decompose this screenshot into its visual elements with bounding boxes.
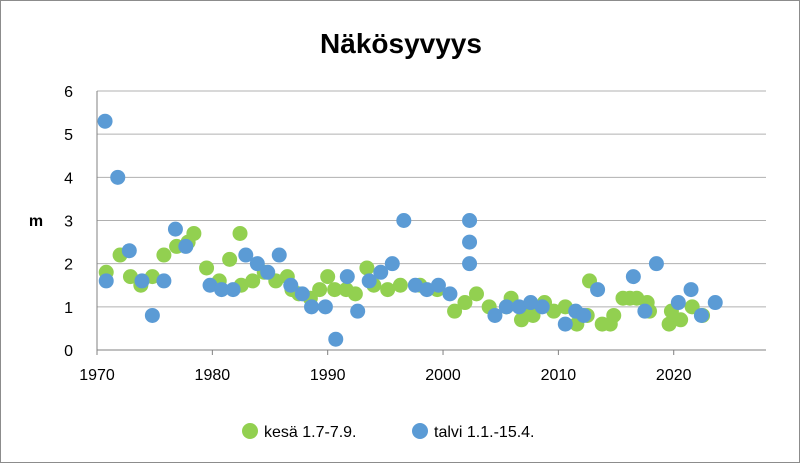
data-point-talvi-41 bbox=[576, 307, 592, 323]
data-point-talvi-48 bbox=[693, 307, 709, 323]
x-tick-label-1980: 1980 bbox=[195, 367, 231, 384]
data-point-kesa-25 bbox=[347, 286, 363, 302]
data-point-talvi-43 bbox=[625, 269, 641, 285]
y-tick-label-0: 0 bbox=[64, 343, 73, 360]
data-point-talvi-44 bbox=[637, 303, 653, 319]
data-point-kesa-11 bbox=[222, 251, 238, 267]
data-point-kesa-21 bbox=[312, 282, 328, 298]
data-point-talvi-28 bbox=[419, 282, 435, 298]
y-tick-label-5: 5 bbox=[64, 127, 73, 144]
data-point-talvi-30 bbox=[442, 286, 458, 302]
data-point-talvi-0 bbox=[97, 113, 113, 129]
legend-label-talvi: talvi 1.1.-15.4. bbox=[434, 424, 535, 441]
data-point-kesa-29 bbox=[392, 277, 408, 293]
data-point-talvi-17 bbox=[294, 286, 310, 302]
data-point-kesa-34 bbox=[468, 286, 484, 302]
data-point-kesa-12 bbox=[232, 225, 248, 241]
gridlines bbox=[97, 90, 766, 308]
data-point-talvi-20 bbox=[328, 331, 344, 347]
y-tick-label-4: 4 bbox=[64, 170, 73, 187]
data-point-talvi-49 bbox=[707, 295, 723, 311]
data-point-talvi-39 bbox=[557, 316, 573, 332]
data-point-talvi-37 bbox=[523, 295, 539, 311]
data-point-talvi-47 bbox=[683, 282, 699, 298]
data-point-kesa-42 bbox=[546, 303, 562, 319]
data-point-talvi-9 bbox=[202, 277, 218, 293]
axes bbox=[96, 91, 766, 355]
data-point-kesa-38 bbox=[513, 312, 529, 328]
data-point-talvi-26 bbox=[396, 213, 412, 228]
data-point-kesa-57 bbox=[673, 312, 689, 328]
x-tick-label-2000: 2000 bbox=[425, 367, 461, 384]
data-point-kesa-23 bbox=[327, 282, 343, 298]
data-point-talvi-36 bbox=[511, 299, 527, 315]
data-point-talvi-10 bbox=[214, 282, 230, 298]
data-point-talvi-25 bbox=[384, 256, 400, 272]
legend: kesä 1.7-7.9. talvi 1.1.-15.4. bbox=[242, 423, 535, 441]
data-point-talvi-16 bbox=[283, 277, 299, 293]
data-point-talvi-29 bbox=[430, 277, 446, 293]
data-point-talvi-15 bbox=[271, 247, 287, 263]
data-point-kesa-8 bbox=[186, 225, 202, 241]
data-point-talvi-42 bbox=[590, 282, 606, 298]
data-point-kesa-2 bbox=[122, 269, 138, 285]
data-point-talvi-14 bbox=[260, 264, 276, 280]
legend-label-kesa: kesä 1.7-7.9. bbox=[264, 424, 357, 441]
data-point-talvi-38 bbox=[534, 299, 550, 315]
legend-marker-talvi bbox=[412, 423, 428, 439]
data-point-talvi-6 bbox=[156, 273, 172, 289]
data-point-talvi-13 bbox=[249, 256, 265, 272]
y-tick-label-6: 6 bbox=[64, 84, 73, 101]
data-point-kesa-5 bbox=[156, 247, 172, 263]
data-point-talvi-5 bbox=[144, 307, 160, 323]
data-point-talvi-4 bbox=[134, 273, 150, 289]
data-point-talvi-24 bbox=[373, 264, 389, 280]
data-point-talvi-12 bbox=[238, 247, 254, 263]
data-point-talvi-11 bbox=[225, 282, 241, 298]
data-point-talvi-32 bbox=[462, 234, 478, 250]
legend-marker-kesa bbox=[242, 423, 258, 439]
data-point-talvi-18 bbox=[304, 299, 320, 315]
data-point-talvi-46 bbox=[670, 295, 686, 311]
data-point-talvi-35 bbox=[498, 299, 514, 315]
data-point-talvi-34 bbox=[487, 307, 503, 323]
data-point-talvi-22 bbox=[350, 303, 366, 319]
data-point-kesa-33 bbox=[457, 295, 473, 311]
data-point-talvi-3 bbox=[121, 243, 137, 259]
x-tick-label-2020: 2020 bbox=[656, 367, 692, 384]
data-point-kesa-49 bbox=[606, 307, 622, 323]
data-point-talvi-31 bbox=[462, 213, 478, 228]
data-point-talvi-8 bbox=[178, 238, 194, 254]
y-tick-label-3: 3 bbox=[64, 214, 73, 231]
x-tick-label-1970: 1970 bbox=[79, 367, 115, 384]
chart-title: Näkösyvyys bbox=[320, 28, 482, 59]
data-point-talvi-1 bbox=[98, 273, 114, 289]
data-point-kesa-14 bbox=[245, 273, 261, 289]
data-point-talvi-7 bbox=[167, 221, 183, 237]
y-axis-label: m bbox=[29, 213, 43, 230]
data-point-kesa-55 bbox=[661, 316, 677, 332]
data-point-talvi-2 bbox=[110, 169, 126, 185]
y-tick-label-2: 2 bbox=[64, 257, 73, 274]
x-tick-label-1990: 1990 bbox=[310, 367, 346, 384]
data-point-kesa-26 bbox=[359, 260, 375, 276]
tick-labels: 0 1 2 3 4 5 6 1970 1980 1990 2000 2010 2020 bbox=[64, 84, 692, 384]
data-point-kesa-22 bbox=[320, 269, 336, 285]
data-point-talvi-27 bbox=[407, 277, 423, 293]
data-point-talvi-19 bbox=[317, 299, 333, 315]
data-point-talvi-21 bbox=[339, 269, 355, 285]
x-tick-label-2010: 2010 bbox=[541, 367, 577, 384]
data-point-talvi-23 bbox=[361, 273, 377, 289]
data-point-talvi-45 bbox=[648, 256, 664, 272]
data-point-talvi-33 bbox=[462, 256, 478, 272]
data-point-kesa-9 bbox=[199, 260, 215, 276]
data-point-kesa-28 bbox=[380, 282, 396, 298]
data-point-kesa-32 bbox=[447, 303, 463, 319]
data-points bbox=[97, 113, 723, 347]
y-tick-label-1: 1 bbox=[64, 300, 73, 317]
